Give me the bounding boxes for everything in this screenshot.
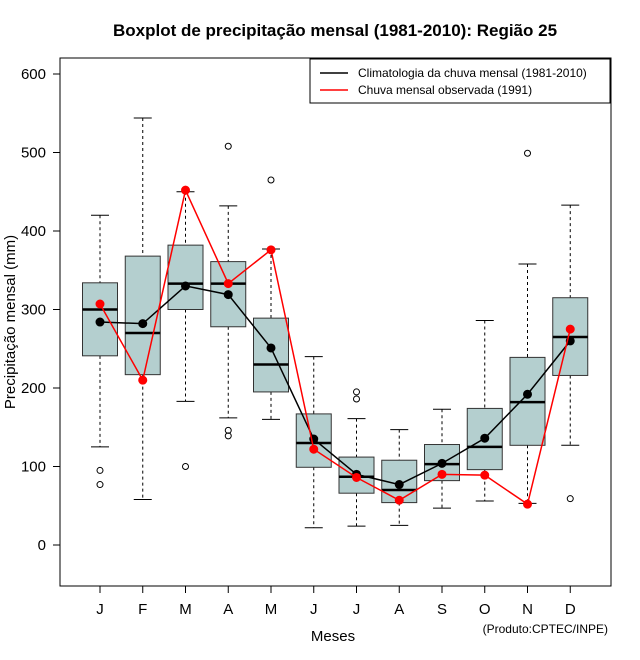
series-point (138, 319, 148, 329)
y-tick-label: 600 (21, 66, 46, 83)
series-point (95, 299, 105, 309)
series-line (99, 285, 571, 486)
x-tick-label: A (223, 601, 233, 618)
box-6 (295, 356, 332, 529)
x-tick-label: S (437, 601, 447, 618)
outlier-point (353, 388, 360, 396)
box-11 (509, 149, 546, 504)
series-point (480, 470, 490, 480)
outlier-point (96, 481, 104, 489)
box-iqr (124, 255, 161, 376)
legend-label-climatology: Climatologia da chuva mensal (1981-2010) (358, 66, 587, 80)
y-tick-label: 100 (21, 459, 46, 476)
x-axis-label: Meses (311, 628, 355, 645)
x-tick-label: M (179, 601, 192, 618)
box-7 (338, 388, 375, 527)
box-1 (82, 214, 118, 489)
series-point (523, 499, 532, 509)
outlier-point (353, 395, 360, 403)
series-point (437, 458, 447, 468)
outlier-point (566, 495, 574, 503)
series-point (565, 324, 575, 334)
box-2 (124, 117, 161, 500)
outlier-point (224, 142, 232, 150)
series-point (523, 389, 532, 399)
series-point (138, 375, 148, 385)
x-tick-label: J (96, 601, 104, 618)
series-point (352, 472, 361, 482)
x-tick-label: J (353, 601, 361, 618)
box-iqr (253, 317, 289, 393)
x-tick-label: M (265, 601, 278, 618)
series-point (394, 495, 404, 505)
x-tick-label: J (310, 601, 318, 618)
series-point (266, 343, 276, 353)
series-point (309, 444, 319, 454)
x-tick-label: O (479, 601, 491, 618)
credit-text: (Produto:CPTEC/INPE) (483, 622, 608, 636)
x-tick-label: N (522, 601, 533, 618)
chart-title: Boxplot de precipitação mensal (1981-201… (113, 21, 557, 40)
y-tick-label: 500 (21, 145, 46, 162)
legend-label-observed: Chuva mensal observada (1991) (358, 83, 532, 97)
box-5 (253, 176, 289, 420)
box-9 (424, 408, 460, 509)
outlier-point (182, 463, 189, 470)
series-point (480, 433, 490, 443)
y-tick-label: 300 (21, 302, 46, 319)
series-line (99, 187, 571, 506)
series-observed (95, 185, 575, 509)
outlier-point (224, 426, 232, 434)
series-point (266, 245, 276, 255)
y-axis-label: Precipitação mensal (mm) (2, 235, 19, 409)
x-tick-label: F (138, 601, 147, 618)
series-climatology (95, 281, 575, 490)
y-tick-label: 200 (21, 380, 46, 397)
legend-box (309, 58, 611, 104)
series-point (223, 279, 233, 289)
series-point (181, 185, 190, 195)
y-tick-label: 400 (21, 223, 46, 240)
box-3 (167, 191, 204, 470)
x-tick-label: D (565, 601, 576, 618)
box-iqr (167, 244, 204, 311)
box-12 (552, 204, 589, 503)
x-tick-label: A (394, 601, 404, 618)
legend: Climatologia da chuva mensal (1981-2010)… (309, 58, 611, 104)
outlier-point (267, 176, 275, 184)
outlier-point (224, 432, 232, 440)
outlier-point (96, 466, 104, 474)
series-point (181, 281, 190, 291)
series-point (223, 290, 233, 300)
y-tick-label: 0 (38, 537, 46, 554)
outlier-point (524, 149, 531, 157)
box-iqr (338, 456, 375, 494)
series-point (437, 469, 447, 479)
plot-frame (59, 57, 612, 587)
box-8 (381, 429, 418, 526)
series-point (95, 317, 105, 327)
series-point (394, 480, 404, 490)
